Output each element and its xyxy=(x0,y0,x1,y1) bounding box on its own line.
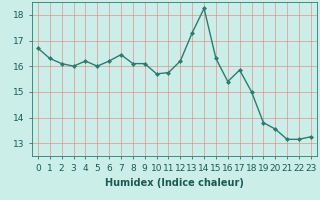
X-axis label: Humidex (Indice chaleur): Humidex (Indice chaleur) xyxy=(105,178,244,188)
